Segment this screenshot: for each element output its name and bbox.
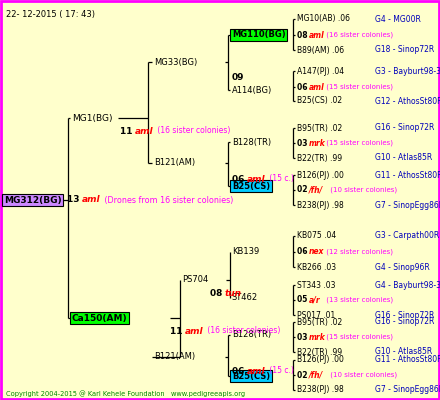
Text: B25(CS) .02: B25(CS) .02 [297, 96, 342, 106]
Text: (Drones from 16 sister colonies): (Drones from 16 sister colonies) [102, 196, 233, 204]
Text: A147(PJ) .04: A147(PJ) .04 [297, 66, 344, 76]
Text: aml: aml [82, 196, 101, 204]
Text: 06: 06 [297, 82, 310, 92]
Text: 11: 11 [120, 126, 136, 136]
Text: B238(PJ) .98: B238(PJ) .98 [297, 200, 344, 210]
Text: tun: tun [225, 288, 242, 298]
Text: G3 - Bayburt98-3: G3 - Bayburt98-3 [375, 66, 440, 76]
Text: mrk: mrk [309, 138, 326, 148]
Text: (15 sister colonies): (15 sister colonies) [324, 84, 393, 90]
Text: PS017 .01: PS017 .01 [297, 310, 335, 320]
Text: B22(TR) .99: B22(TR) .99 [297, 154, 342, 162]
Text: B22(TR) .99: B22(TR) .99 [297, 348, 342, 356]
Text: B89(AM) .06: B89(AM) .06 [297, 46, 344, 54]
Text: aml: aml [185, 326, 204, 336]
Text: G4 - MG00R: G4 - MG00R [375, 14, 421, 24]
Text: G7 - SinopEgg86R: G7 - SinopEgg86R [375, 386, 440, 394]
Text: MG312(BG): MG312(BG) [4, 196, 62, 204]
Text: KB075 .04: KB075 .04 [297, 232, 336, 240]
Text: 22- 12-2015 ( 17: 43): 22- 12-2015 ( 17: 43) [6, 10, 95, 19]
Text: G16 - Sinop72R: G16 - Sinop72R [375, 124, 434, 132]
Text: 03: 03 [297, 138, 310, 148]
Text: Copyright 2004-2015 @ Karl Kehele Foundation   www.pedigreeapis.org: Copyright 2004-2015 @ Karl Kehele Founda… [6, 391, 245, 397]
Text: (15 c.): (15 c.) [267, 366, 294, 376]
Text: B25(CS): B25(CS) [232, 372, 270, 380]
Text: G16 - Sinop72R: G16 - Sinop72R [375, 318, 434, 326]
Text: aml: aml [247, 366, 266, 376]
Text: B121(AM): B121(AM) [154, 352, 195, 362]
Text: G3 - Carpath00R: G3 - Carpath00R [375, 232, 439, 240]
Text: nex: nex [309, 248, 324, 256]
Text: 06: 06 [232, 366, 247, 376]
Text: aml: aml [135, 126, 154, 136]
Text: MG10(AB) .06: MG10(AB) .06 [297, 14, 350, 24]
Text: B121(AM): B121(AM) [154, 158, 195, 168]
Text: /fh/: /fh/ [309, 370, 323, 380]
Text: (15 sister colonies): (15 sister colonies) [324, 140, 393, 146]
Text: aml: aml [309, 30, 325, 40]
Text: 08: 08 [297, 30, 310, 40]
Text: 02: 02 [297, 370, 310, 380]
Text: G10 - Atlas85R: G10 - Atlas85R [375, 154, 432, 162]
Text: 03: 03 [297, 332, 310, 342]
Text: ST343 .03: ST343 .03 [297, 280, 335, 290]
Text: A114(BG): A114(BG) [232, 86, 272, 94]
Text: MG33(BG): MG33(BG) [154, 58, 197, 66]
Text: aml: aml [309, 82, 325, 92]
Text: B126(PJ) .00: B126(PJ) .00 [297, 170, 344, 180]
Text: 06: 06 [232, 174, 247, 184]
Text: G16 - Sinop72R: G16 - Sinop72R [375, 310, 434, 320]
Text: ST462: ST462 [232, 294, 258, 302]
Text: KB139: KB139 [232, 248, 259, 256]
Text: G11 - AthosSt80R: G11 - AthosSt80R [375, 356, 440, 364]
Text: mrk: mrk [309, 332, 326, 342]
Text: (15 sister colonies): (15 sister colonies) [324, 334, 393, 340]
Text: /fh/: /fh/ [309, 186, 323, 194]
Text: (13 sister colonies): (13 sister colonies) [324, 297, 393, 303]
Text: G11 - AthosSt80R: G11 - AthosSt80R [375, 170, 440, 180]
Text: 13: 13 [67, 196, 83, 204]
Text: 05: 05 [297, 296, 310, 304]
Text: 02: 02 [297, 186, 310, 194]
Text: 06: 06 [297, 248, 310, 256]
Text: (15 c.): (15 c.) [267, 174, 294, 184]
Text: G7 - SinopEgg86R: G7 - SinopEgg86R [375, 200, 440, 210]
Text: G10 - Atlas85R: G10 - Atlas85R [375, 348, 432, 356]
Text: B95(TR) .02: B95(TR) .02 [297, 124, 342, 132]
Text: MG1(BG): MG1(BG) [72, 114, 113, 122]
Text: 11: 11 [170, 326, 186, 336]
Text: a/r: a/r [309, 296, 321, 304]
Text: MG110(BG): MG110(BG) [232, 30, 286, 40]
Text: G4 - Sinop96R: G4 - Sinop96R [375, 262, 430, 272]
Text: (16 sister colonies): (16 sister colonies) [155, 126, 231, 136]
Text: aml: aml [247, 174, 266, 184]
Text: (10 sister colonies): (10 sister colonies) [328, 372, 397, 378]
Text: (10 sister colonies): (10 sister colonies) [328, 187, 397, 193]
Text: KB266 .03: KB266 .03 [297, 262, 336, 272]
Text: PS704: PS704 [182, 276, 208, 284]
Text: B238(PJ) .98: B238(PJ) .98 [297, 386, 344, 394]
Text: B25(CS): B25(CS) [232, 182, 270, 190]
Text: G4 - Bayburt98-3: G4 - Bayburt98-3 [375, 280, 440, 290]
Text: B128(TR): B128(TR) [232, 138, 271, 146]
Text: (12 sister colonies): (12 sister colonies) [324, 249, 393, 255]
Text: Ca150(AM): Ca150(AM) [72, 314, 128, 322]
Text: (16 sister colonies): (16 sister colonies) [324, 32, 393, 38]
Text: 08: 08 [210, 288, 225, 298]
Text: B126(PJ) .00: B126(PJ) .00 [297, 356, 344, 364]
Text: B95(TR) .02: B95(TR) .02 [297, 318, 342, 326]
Text: B128(TR): B128(TR) [232, 330, 271, 340]
Text: (16 sister colonies): (16 sister colonies) [205, 326, 280, 336]
Text: G18 - Sinop72R: G18 - Sinop72R [375, 46, 434, 54]
Text: 09: 09 [232, 74, 245, 82]
Text: G12 - AthosSt80R: G12 - AthosSt80R [375, 96, 440, 106]
